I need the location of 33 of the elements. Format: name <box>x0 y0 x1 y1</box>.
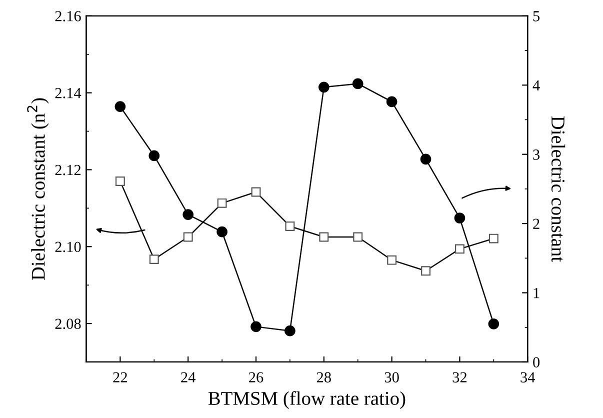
x-tick-label: 22 <box>113 372 127 382</box>
x-tick-label: 28 <box>316 372 331 382</box>
point <box>148 150 160 162</box>
y2-tick-label: 2 <box>533 218 540 229</box>
y2-tick-label: 0 <box>533 357 540 368</box>
point <box>352 78 364 90</box>
x-tick-label: 32 <box>452 372 467 382</box>
point <box>386 96 398 108</box>
point <box>318 82 330 93</box>
x-tick-label: 30 <box>384 372 399 382</box>
y2-tick-label: 5 <box>533 11 540 22</box>
y-tick-label: 2.10 <box>55 242 81 252</box>
x-axis-title: BTMSM (flow rate ratio) <box>208 391 406 409</box>
point <box>114 101 126 112</box>
x-tick-label: 26 <box>249 372 264 382</box>
x-tick-label: 24 <box>181 372 196 382</box>
y2-tick-label: 4 <box>532 80 540 90</box>
point <box>284 325 296 336</box>
y2-tick-label: 1 <box>534 288 540 298</box>
y2-axis-title: Dielectric constant <box>551 116 566 262</box>
y-tick-label: 2.16 <box>55 11 81 22</box>
point <box>182 209 194 220</box>
point <box>250 321 262 332</box>
x-tick-label: 34 <box>520 372 536 382</box>
y2-tick-label: 3 <box>533 150 540 160</box>
point <box>420 154 432 165</box>
point <box>454 212 466 224</box>
point <box>488 318 500 330</box>
y-tick-label: 2.08 <box>55 318 81 330</box>
y-tick-label: 2.14 <box>55 88 82 98</box>
y-tick-label: 2.12 <box>55 164 81 176</box>
y-axis-title: Dielectric constant (n$^{2}$) <box>27 98 49 280</box>
point <box>216 226 228 238</box>
